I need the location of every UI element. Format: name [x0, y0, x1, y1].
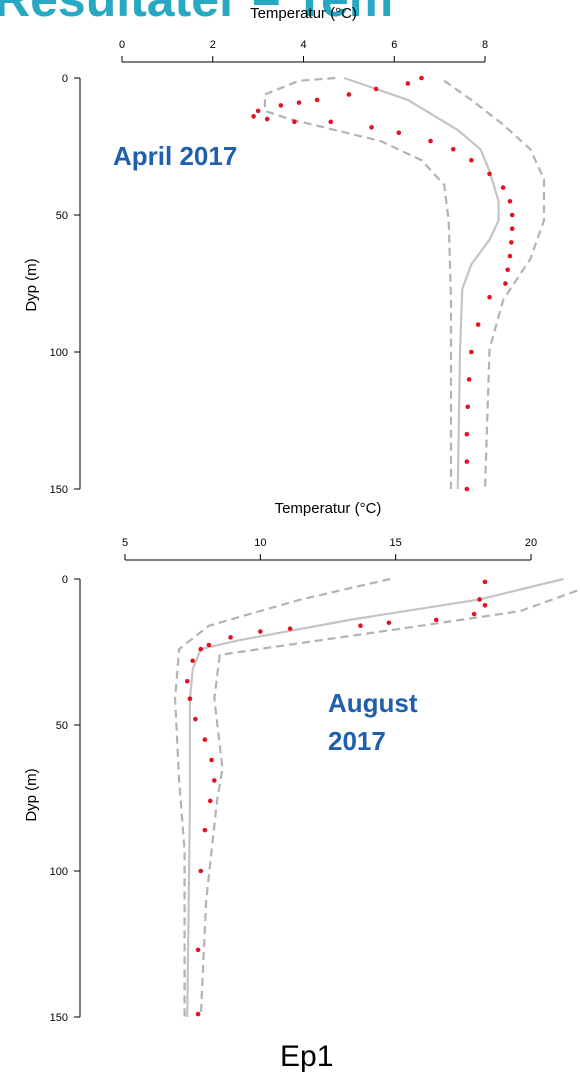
- x-tick-label: 5: [122, 537, 128, 549]
- y-tick-label: 150: [50, 484, 68, 496]
- data-point: [405, 81, 411, 86]
- x-tick-label: 4: [300, 39, 306, 51]
- data-point: [471, 611, 477, 617]
- x-tick-label: 8: [482, 39, 488, 51]
- data-point: [464, 486, 470, 492]
- data-point: [258, 629, 263, 634]
- data-point: [507, 199, 513, 204]
- x-axis-label: Temperatur (°C): [275, 500, 382, 517]
- data-point: [500, 185, 506, 190]
- data-point: [509, 240, 514, 245]
- data-point: [509, 212, 515, 218]
- data-point: [450, 146, 456, 152]
- data-point: [428, 138, 433, 144]
- mean-line: [186, 577, 564, 1018]
- data-point: [465, 404, 471, 410]
- data-point: [507, 253, 513, 259]
- data-point: [503, 281, 508, 286]
- data-point: [464, 431, 470, 437]
- data-point: [206, 642, 212, 648]
- data-point: [255, 108, 261, 114]
- data-point: [190, 658, 195, 664]
- data-point: [433, 617, 439, 623]
- annotation: August 2017: [328, 688, 418, 756]
- data-point: [292, 119, 297, 125]
- data-point: [369, 125, 374, 130]
- data-point: [198, 646, 204, 652]
- data-point: [373, 86, 379, 92]
- data-point: [419, 75, 424, 81]
- y-axis-label: Dyp (m): [23, 768, 40, 821]
- data-point: [386, 620, 392, 626]
- y-tick-label: 50: [56, 210, 68, 222]
- x-tick-label: 6: [391, 39, 397, 51]
- data-point: [469, 349, 474, 355]
- data-point: [505, 267, 510, 273]
- data-point: [202, 827, 208, 833]
- data-point: [198, 868, 204, 874]
- y-tick-label: 0: [62, 73, 68, 85]
- data-point: [346, 92, 352, 97]
- data-point: [187, 696, 193, 702]
- data-point: [487, 294, 492, 300]
- data-point: [264, 116, 270, 122]
- y-tick-label: 50: [56, 720, 68, 732]
- bound-line: [199, 589, 578, 1018]
- data-point: [469, 157, 474, 163]
- data-point: [466, 377, 472, 382]
- data-point: [207, 798, 213, 804]
- data-point: [482, 602, 488, 608]
- y-tick-label: 100: [50, 347, 68, 359]
- y-tick-label: 150: [50, 1012, 68, 1024]
- data-point: [195, 947, 201, 953]
- data-point: [296, 100, 302, 105]
- data-point: [482, 579, 488, 585]
- data-point: [475, 322, 481, 327]
- page-title: Resultater – Tem: [0, 0, 393, 27]
- x-axis-label: Temperatur (°C): [250, 5, 357, 22]
- data-point: [212, 778, 217, 783]
- footer: Ep1: [280, 1040, 334, 1073]
- y-tick-label: 100: [50, 866, 68, 878]
- bound-line: [263, 76, 453, 489]
- data-point: [202, 737, 208, 742]
- x-tick-label: 15: [390, 537, 402, 549]
- annotation: April 2017: [113, 141, 238, 171]
- data-point: [509, 226, 515, 231]
- data-point: [464, 459, 470, 464]
- x-tick-label: 0: [119, 39, 125, 51]
- data-point: [195, 1011, 201, 1017]
- data-point: [251, 114, 256, 119]
- x-tick-label: 10: [254, 537, 266, 549]
- y-axis-label: Dyp (m): [23, 258, 40, 311]
- x-tick-label: 20: [525, 537, 537, 549]
- data-point: [228, 635, 233, 640]
- mean-line: [343, 76, 500, 490]
- x-tick-label: 2: [210, 39, 216, 51]
- data-point: [209, 757, 214, 763]
- bound-line: [443, 79, 546, 490]
- bound-line: [173, 577, 391, 1017]
- data-point: [358, 623, 363, 629]
- data-point: [314, 97, 320, 103]
- data-point: [328, 119, 334, 125]
- data-point: [396, 130, 402, 136]
- data-point: [287, 626, 293, 631]
- data-point: [193, 716, 198, 722]
- y-tick-label: 0: [62, 574, 68, 586]
- data-point: [184, 678, 190, 684]
- data-point: [477, 597, 482, 602]
- data-point: [278, 103, 284, 108]
- data-point: [487, 171, 492, 177]
